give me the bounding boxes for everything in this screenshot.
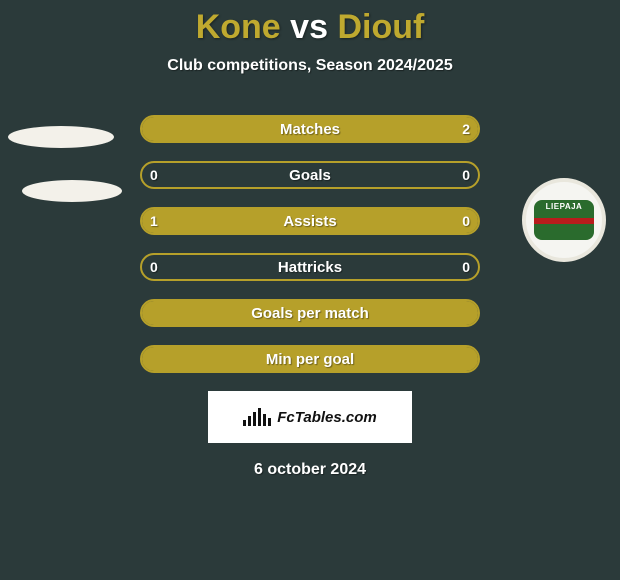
bar-icon-segment — [253, 412, 256, 426]
bar-icon-segment — [248, 416, 251, 426]
stat-label: Min per goal — [266, 351, 354, 368]
player1-photo-placeholder — [8, 126, 114, 148]
bar-icon-segment — [258, 408, 261, 426]
footer-brand-box[interactable]: FcTables.com — [208, 391, 412, 443]
stat-value-right: 0 — [462, 259, 470, 275]
stat-row: 2 Matches — [140, 115, 480, 143]
stat-row: 0 0 Goals — [140, 161, 480, 189]
player1-club-placeholder — [22, 180, 122, 202]
bar-icon-segment — [263, 414, 266, 426]
badge-text: LIEPAJA — [546, 202, 583, 211]
stat-value-left: 0 — [150, 259, 158, 275]
bar-icon-segment — [268, 418, 271, 426]
stat-label: Assists — [283, 213, 336, 230]
stat-value-right: 2 — [462, 121, 470, 137]
stat-label: Matches — [280, 121, 340, 138]
footer-brand-text: FcTables.com — [277, 409, 376, 426]
stat-value-left: 0 — [150, 167, 158, 183]
title-player1: Kone — [196, 8, 281, 46]
stat-label: Goals — [289, 167, 331, 184]
stat-value-left: 1 — [150, 213, 158, 229]
title-separator: vs — [290, 8, 328, 46]
stat-value-right: 0 — [462, 167, 470, 183]
stat-row: 0 0 Hattricks — [140, 253, 480, 281]
footer-bars-icon — [243, 408, 271, 426]
title: Kone vs Diouf — [0, 0, 620, 47]
badge-shield: LIEPAJA — [534, 200, 594, 240]
stat-label: Hattricks — [278, 259, 342, 276]
date-label: 6 october 2024 — [0, 461, 620, 479]
bar-icon-segment — [243, 420, 246, 426]
stat-row: Min per goal — [140, 345, 480, 373]
stat-label: Goals per match — [251, 305, 369, 322]
stat-row: Goals per match — [140, 299, 480, 327]
player2-club-badge: LIEPAJA — [522, 178, 606, 262]
stats-container: 2 Matches 0 0 Goals 1 0 Assists 0 0 Hattricks Goals… — [0, 115, 620, 373]
title-player2: Diouf — [337, 8, 424, 46]
stat-row: 1 0 Assists — [140, 207, 480, 235]
subtitle: Club competitions, Season 2024/2025 — [0, 57, 620, 75]
stat-value-right: 0 — [462, 213, 470, 229]
